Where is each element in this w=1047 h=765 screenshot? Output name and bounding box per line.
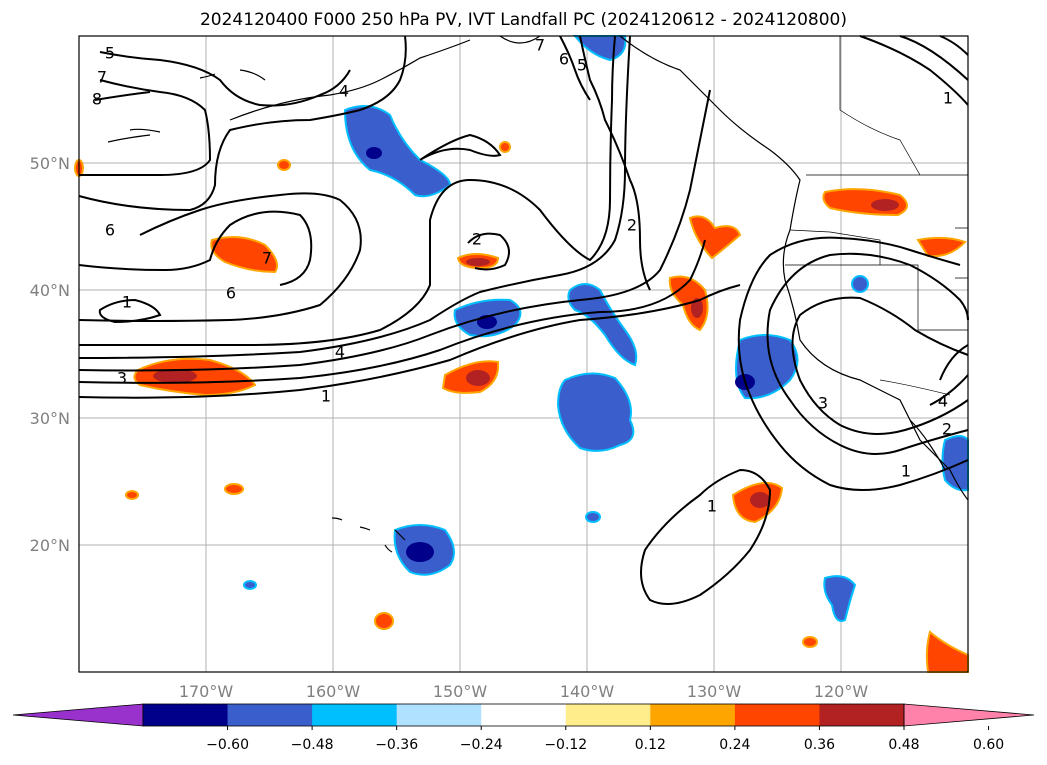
contour-label: 2 (627, 216, 637, 235)
colorbar-segment (565, 704, 651, 726)
gridlines (79, 36, 968, 672)
lat-label-50n: 50°N (30, 154, 70, 173)
lon-label-170w: 170°W (179, 682, 234, 701)
colorbar-tick-label: 0.60 (973, 737, 1004, 753)
colorbar-extend-high (903, 703, 1035, 727)
contour-label: 8 (92, 90, 102, 109)
contour-label: 1 (943, 89, 953, 108)
lon-label-130w: 130°W (687, 682, 742, 701)
colorbar-segment (734, 704, 820, 726)
colorbar (12, 703, 1035, 727)
contour-label: 2 (472, 230, 482, 249)
contour-label: 5 (577, 56, 587, 75)
longitude-labels: 170°W 160°W 150°W 140°W 130°W 120°W (179, 682, 869, 701)
latitude-labels: 20°N 30°N 40°N 50°N (30, 154, 70, 555)
contour-label: 5 (105, 44, 115, 63)
colorbar-segment (396, 704, 482, 726)
lat-label-40n: 40°N (30, 281, 70, 300)
colorbar-segment (819, 704, 905, 726)
colorbar-segment (143, 704, 229, 726)
contour-label: 6 (559, 50, 569, 69)
colorbar-tick-label: −0.36 (375, 737, 418, 753)
colorbar-tick-labels: −0.60 −0.48 −0.36 −0.24 −0.12 0.12 0.24 0.36 0.4… (206, 726, 1004, 753)
contour-label: 4 (938, 392, 948, 411)
colorbar-tick-label: 0.48 (888, 737, 919, 753)
map-frame (78, 35, 969, 673)
contour-label: 2 (942, 420, 952, 439)
lon-label-120w: 120°W (814, 682, 869, 701)
lat-label-30n: 30°N (30, 409, 70, 428)
contour-label: 4 (335, 343, 345, 362)
contour-label: 7 (97, 68, 107, 87)
colorbar-segment (650, 704, 736, 726)
colorbar-tick-label: 0.36 (804, 737, 835, 753)
political-borders (785, 36, 969, 396)
negative-pv-regions (243, 35, 969, 622)
colorbar-segment (227, 704, 313, 726)
contour-label: 3 (818, 394, 828, 413)
colorbar-tick-label: −0.12 (544, 737, 587, 753)
contour-label: 1 (122, 293, 132, 312)
colorbar-segment (481, 704, 567, 726)
lon-label-150w: 150°W (433, 682, 488, 701)
contour-label: 4 (339, 82, 349, 101)
colorbar-segment (312, 704, 398, 726)
map-title: 2024120400 F000 250 hPa PV, IVT Landfall… (199, 10, 847, 30)
map-panel: 5 7 8 6 1 6 7 4 2 1 4 3 1 3 2 1 4 2 1 7 … (74, 35, 969, 673)
contour-label: 7 (262, 249, 272, 268)
colorbar-tick-label: −0.24 (460, 737, 503, 753)
contour-label: 1 (901, 462, 911, 481)
contour-label: 7 (535, 36, 545, 55)
positive-pv-regions (74, 141, 969, 673)
lon-label-160w: 160°W (306, 682, 361, 701)
contour-label: 3 (117, 369, 127, 388)
colorbar-tick-label: 0.24 (719, 737, 750, 753)
colorbar-tick-label: −0.48 (291, 737, 334, 753)
colorbar-outline (142, 703, 905, 727)
pv-contours (78, 35, 969, 605)
contour-label: 1 (321, 387, 331, 406)
lat-label-20n: 20°N (30, 536, 70, 555)
coastlines (107, 35, 969, 553)
contour-label: 6 (226, 284, 236, 303)
contour-label: 6 (105, 221, 115, 240)
lon-label-140w: 140°W (560, 682, 615, 701)
contour-label: 1 (707, 497, 717, 516)
colorbar-extend-low (12, 703, 144, 727)
contour-labels: 5 7 8 6 1 6 7 4 2 1 4 3 1 3 2 1 4 2 1 7 … (92, 36, 953, 516)
colorbar-tick-label: −0.60 (206, 737, 249, 753)
colorbar-tick-label: 0.12 (635, 737, 666, 753)
